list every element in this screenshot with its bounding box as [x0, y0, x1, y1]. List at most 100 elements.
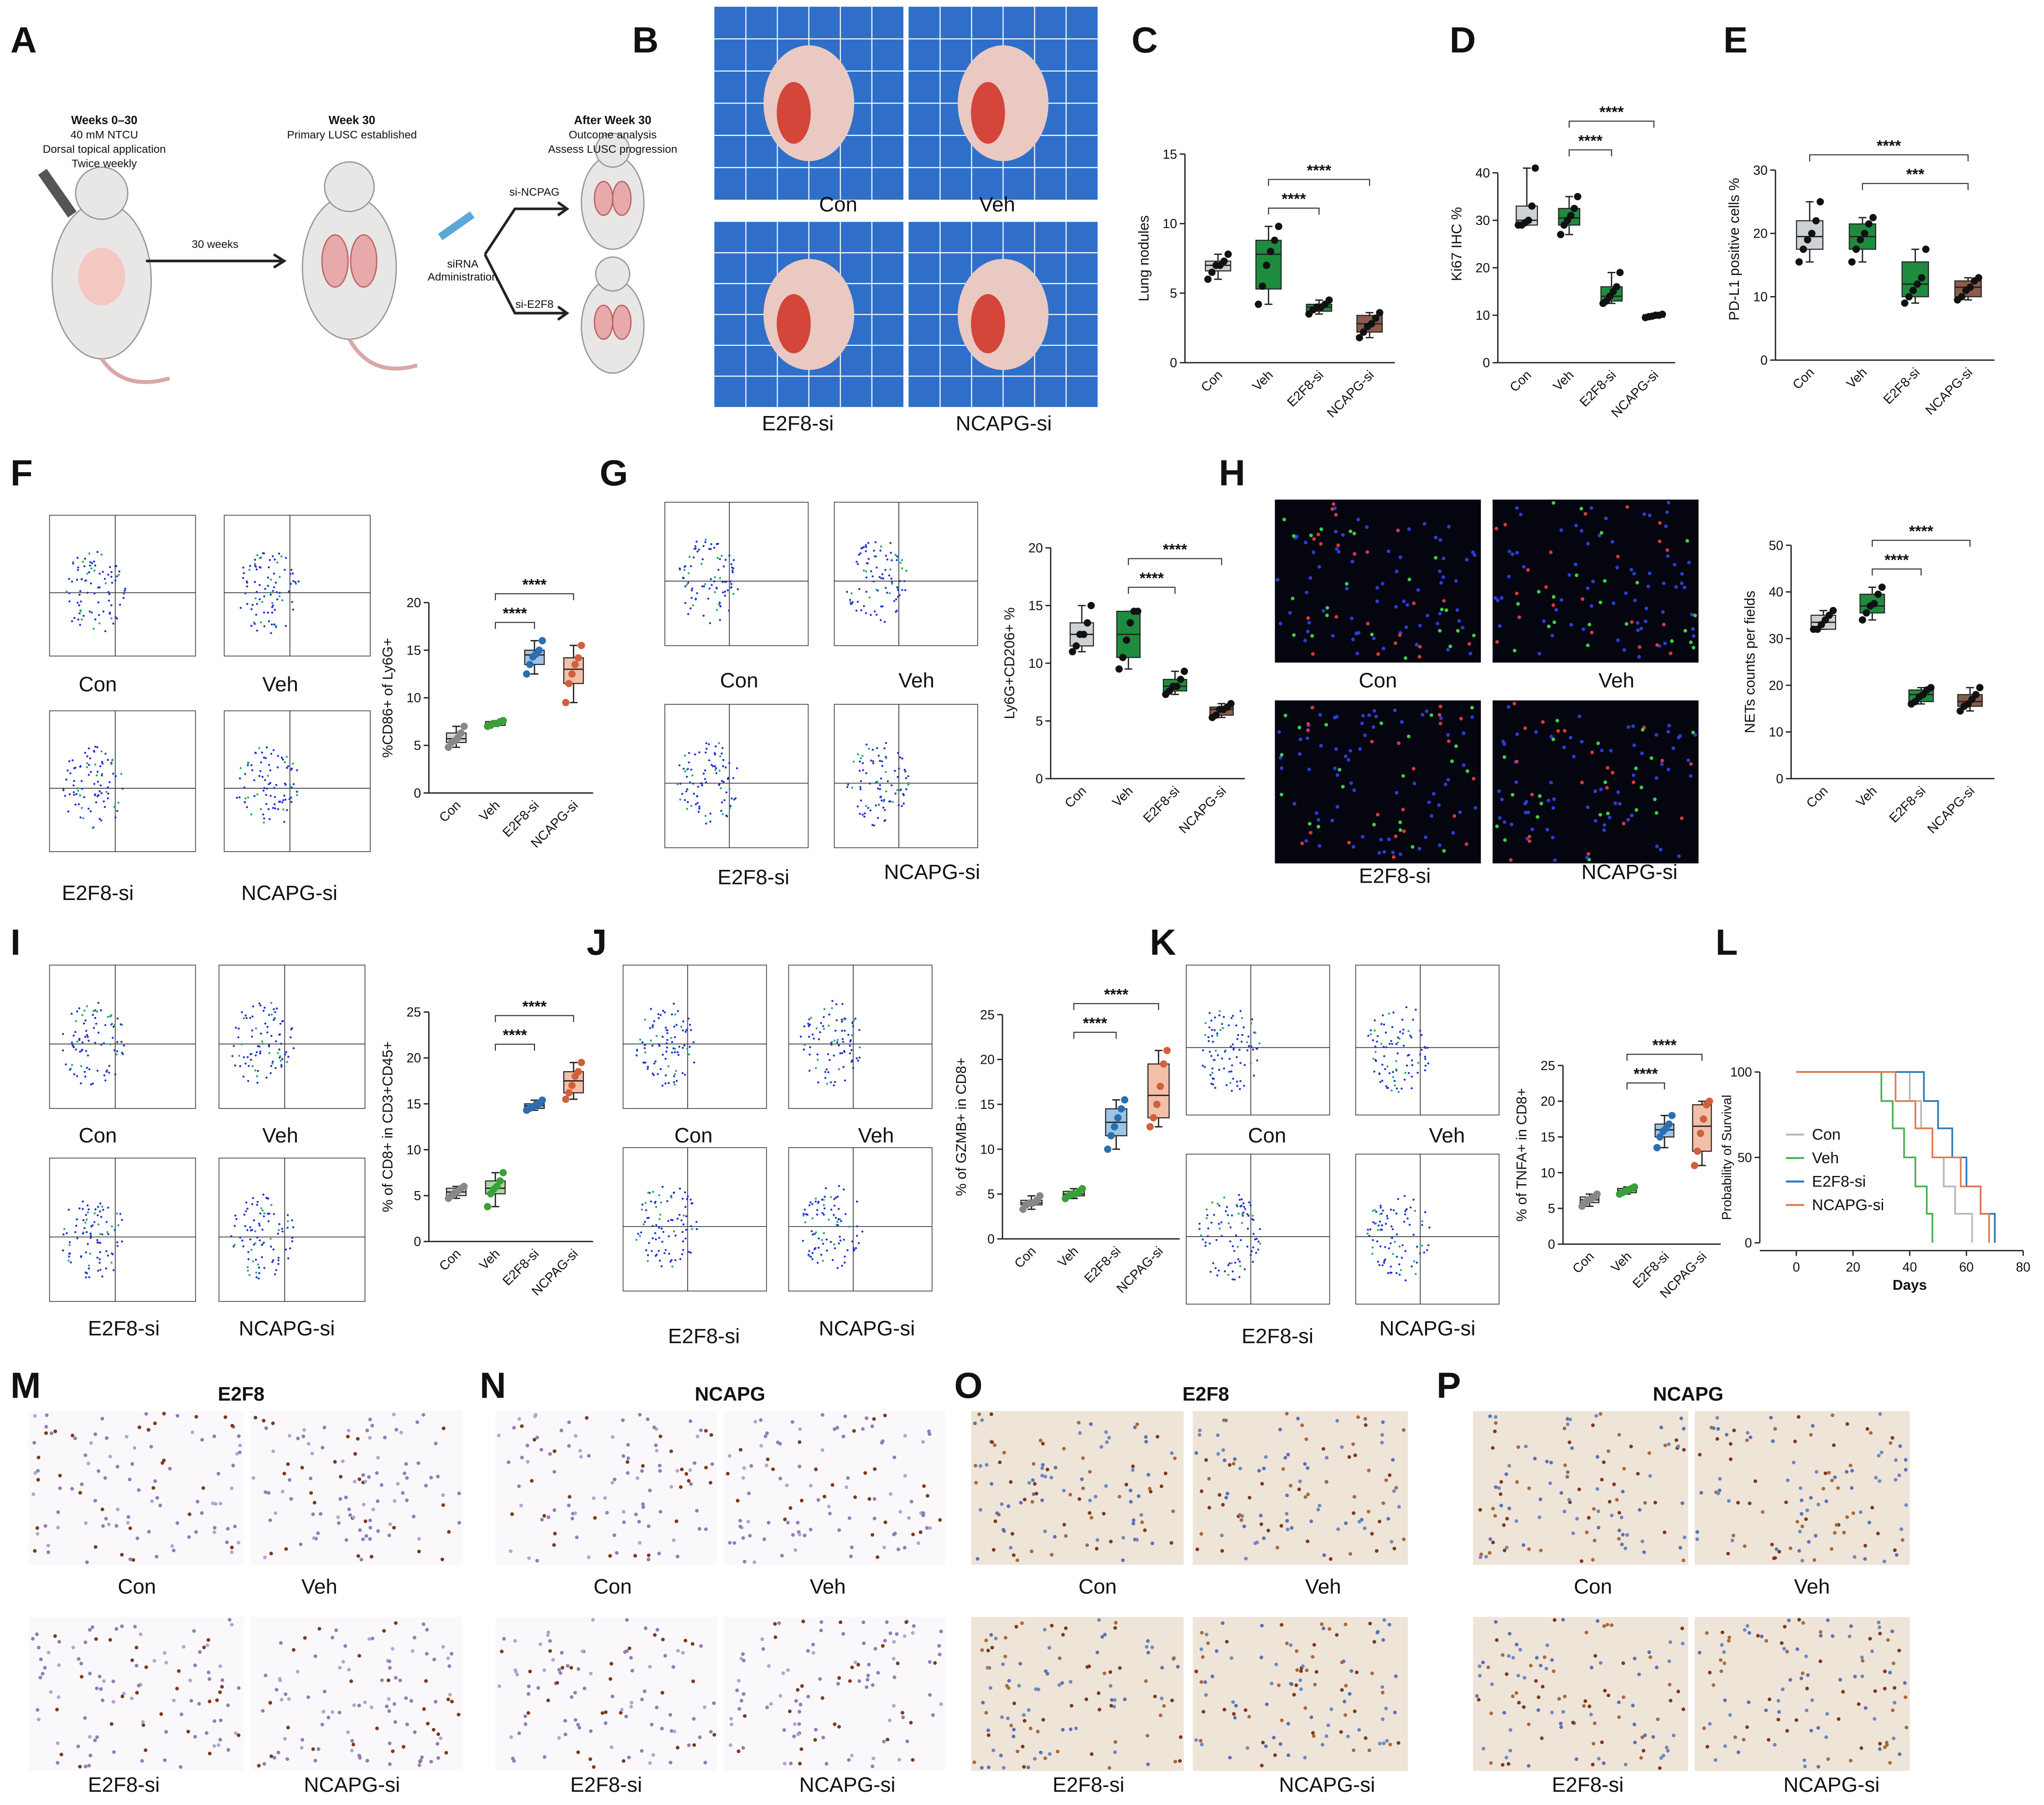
event — [822, 1243, 825, 1245]
cell — [1491, 1540, 1495, 1545]
event — [112, 1269, 115, 1271]
cell — [1686, 758, 1690, 762]
event — [270, 1035, 273, 1037]
y-tick-label: 30 — [1475, 213, 1490, 228]
cell — [1644, 619, 1648, 624]
event — [685, 1237, 687, 1240]
cell — [773, 1622, 777, 1626]
cell — [742, 1466, 746, 1470]
event — [239, 767, 242, 770]
cell — [176, 1414, 180, 1418]
cell — [1411, 767, 1416, 771]
cell — [1600, 749, 1604, 753]
significance-bracket — [1872, 568, 1922, 576]
cell — [364, 1534, 368, 1538]
event — [827, 1071, 830, 1073]
cell — [1730, 1539, 1734, 1543]
event — [278, 1223, 280, 1225]
cell — [1387, 837, 1391, 841]
event — [256, 1204, 259, 1206]
cell — [1260, 1482, 1264, 1486]
event — [1250, 1062, 1252, 1064]
cell — [1552, 1618, 1556, 1622]
event — [1391, 1026, 1394, 1028]
event — [1419, 1053, 1421, 1056]
cell — [669, 1449, 673, 1453]
cell — [1464, 842, 1468, 846]
event — [687, 613, 690, 615]
event — [726, 589, 729, 592]
cell — [626, 1471, 630, 1475]
event — [885, 742, 887, 744]
event — [1390, 1225, 1393, 1228]
cell — [1160, 1696, 1164, 1701]
event — [708, 759, 711, 762]
event — [72, 561, 74, 563]
event — [1408, 1054, 1410, 1056]
cell — [1815, 1470, 1819, 1474]
event — [292, 762, 294, 765]
cell — [141, 1720, 145, 1724]
event — [1398, 1263, 1401, 1266]
event — [1251, 1214, 1254, 1217]
event — [256, 629, 259, 632]
event — [250, 764, 253, 766]
event — [880, 605, 882, 608]
cell — [1527, 1547, 1531, 1551]
cell — [1364, 1736, 1368, 1740]
cell — [1878, 1412, 1882, 1416]
y-axis-label: PD-L1 positive cells % — [1726, 178, 1742, 321]
cell — [1378, 1742, 1382, 1746]
cell — [1225, 1492, 1230, 1496]
event — [870, 759, 872, 762]
cell — [1471, 550, 1475, 554]
cell — [1510, 552, 1515, 557]
significance-bracket — [495, 593, 574, 600]
cell — [1438, 569, 1442, 573]
event — [725, 580, 727, 583]
cell — [1375, 586, 1380, 590]
cell — [1360, 835, 1364, 839]
cell — [1372, 636, 1376, 640]
cell — [535, 1436, 539, 1440]
event — [1224, 1270, 1226, 1273]
event — [93, 560, 95, 563]
event — [124, 588, 126, 590]
cell — [1800, 1671, 1805, 1675]
cell — [1437, 843, 1442, 848]
cell — [748, 1534, 752, 1538]
cell — [922, 1484, 926, 1488]
data-point — [1087, 602, 1095, 609]
event — [817, 1247, 820, 1249]
cell — [365, 1428, 369, 1432]
cell — [497, 1433, 501, 1437]
cell — [1104, 1430, 1108, 1434]
cell — [1286, 1452, 1290, 1456]
event — [643, 1047, 646, 1050]
cell — [226, 1748, 230, 1752]
cell — [411, 1514, 415, 1519]
event — [110, 1014, 113, 1016]
cell — [1210, 1675, 1214, 1679]
event — [264, 779, 266, 781]
cell — [699, 1644, 703, 1648]
cell — [1858, 1510, 1862, 1514]
event — [1219, 1228, 1221, 1230]
cell — [1658, 1766, 1662, 1770]
cell — [1407, 527, 1411, 531]
cell — [1232, 1462, 1236, 1466]
cell — [1262, 1467, 1266, 1471]
event — [109, 781, 111, 784]
cell — [1666, 1749, 1670, 1753]
cell — [498, 1684, 502, 1688]
cell — [1228, 1463, 1232, 1467]
event — [103, 1042, 105, 1045]
cell — [633, 1554, 637, 1558]
cell — [1447, 739, 1451, 744]
cell — [1904, 1726, 1909, 1730]
event — [1411, 1059, 1413, 1061]
cell — [1773, 1743, 1777, 1747]
cell — [1636, 628, 1640, 632]
cell — [669, 1485, 674, 1489]
event — [658, 1017, 660, 1020]
